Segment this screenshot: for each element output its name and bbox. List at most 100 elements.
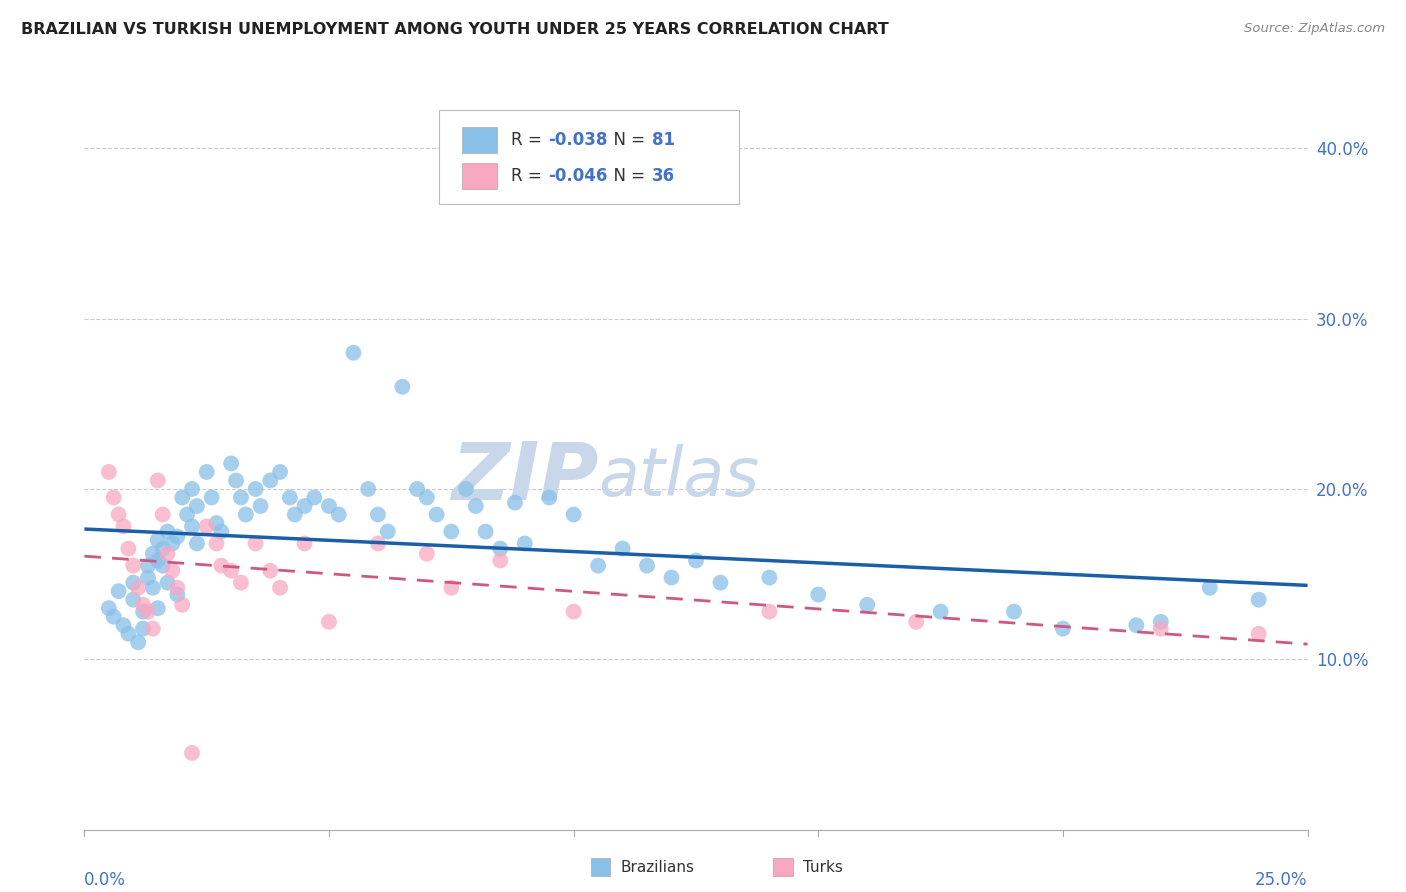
Point [440, 524, 463, 539]
Point [1150, 615, 1173, 629]
Point [219, 564, 242, 578]
Point [186, 499, 208, 513]
Point [284, 508, 307, 522]
Point [342, 345, 364, 359]
Point [205, 536, 228, 550]
Point [269, 581, 291, 595]
Point [117, 626, 139, 640]
Point [117, 541, 139, 556]
Point [146, 601, 169, 615]
Point [474, 524, 496, 539]
Point [181, 519, 204, 533]
Point [259, 474, 281, 488]
Point [929, 605, 952, 619]
Text: N =: N = [603, 131, 651, 149]
Point [318, 499, 340, 513]
Point [162, 564, 184, 578]
Text: BRAZILIAN VS TURKISH UNEMPLOYMENT AMONG YOUTH UNDER 25 YEARS CORRELATION CHART: BRAZILIAN VS TURKISH UNEMPLOYMENT AMONG … [21, 22, 889, 37]
Point [1125, 618, 1147, 632]
Point [661, 570, 683, 584]
Point [538, 491, 561, 505]
FancyBboxPatch shape [463, 163, 496, 189]
Text: 25.0%: 25.0% [1256, 871, 1308, 888]
Point [294, 499, 316, 513]
Point [367, 536, 389, 550]
Point [235, 508, 257, 522]
Point [489, 553, 512, 567]
Point [132, 622, 155, 636]
Point [112, 519, 135, 533]
Point [107, 508, 129, 522]
Point [229, 491, 252, 505]
Point [245, 536, 267, 550]
Point [127, 635, 149, 649]
Point [172, 491, 194, 505]
Point [905, 615, 928, 629]
Point [709, 575, 731, 590]
Text: 36: 36 [652, 167, 675, 185]
Point [122, 575, 145, 590]
Point [367, 508, 389, 522]
Point [249, 499, 271, 513]
Point [142, 581, 165, 595]
Point [186, 536, 208, 550]
Point [122, 558, 145, 573]
Point [162, 536, 184, 550]
Point [391, 380, 413, 394]
FancyBboxPatch shape [463, 127, 496, 153]
Point [225, 474, 247, 488]
Point [416, 547, 439, 561]
Point [503, 495, 526, 509]
Point [97, 465, 120, 479]
Point [136, 570, 159, 584]
Point [132, 605, 155, 619]
Point [103, 609, 125, 624]
Point [562, 508, 585, 522]
Point [166, 581, 188, 595]
Point [205, 516, 228, 530]
Text: Brazilians: Brazilians [620, 860, 695, 874]
Point [294, 536, 316, 550]
Point [156, 547, 179, 561]
Point [269, 465, 291, 479]
Point [181, 482, 204, 496]
Point [807, 588, 830, 602]
Point [406, 482, 429, 496]
Point [586, 558, 609, 573]
Text: atlas: atlas [598, 444, 759, 510]
Point [1052, 622, 1074, 636]
Text: 81: 81 [652, 131, 675, 149]
Text: -0.038: -0.038 [548, 131, 607, 149]
Point [1150, 622, 1173, 636]
Point [122, 592, 145, 607]
Point [136, 605, 159, 619]
Point [328, 508, 350, 522]
Point [1247, 626, 1270, 640]
Text: Turks: Turks [803, 860, 842, 874]
Point [142, 547, 165, 561]
Point [440, 581, 463, 595]
Text: R =: R = [512, 167, 547, 185]
Point [489, 541, 512, 556]
Text: N =: N = [603, 167, 651, 185]
Point [132, 598, 155, 612]
Point [156, 524, 179, 539]
Point [142, 622, 165, 636]
Point [97, 601, 120, 615]
Point [195, 465, 218, 479]
Point [176, 508, 198, 522]
Point [454, 482, 477, 496]
Point [200, 491, 222, 505]
Point [464, 499, 486, 513]
Text: R =: R = [512, 131, 547, 149]
Point [278, 491, 301, 505]
Point [416, 491, 439, 505]
Point [146, 474, 169, 488]
Point [166, 588, 188, 602]
Point [229, 575, 252, 590]
Point [112, 618, 135, 632]
Point [136, 558, 159, 573]
Point [357, 482, 380, 496]
Point [1002, 605, 1025, 619]
Text: Source: ZipAtlas.com: Source: ZipAtlas.com [1244, 22, 1385, 36]
